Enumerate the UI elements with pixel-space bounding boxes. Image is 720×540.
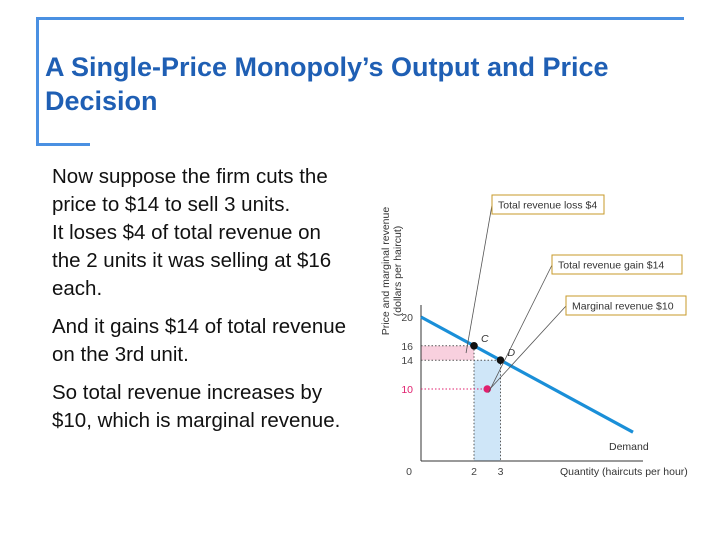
callout-revenue-gain-label: Total revenue gain $14 xyxy=(558,260,664,272)
frame-top-line xyxy=(36,17,684,20)
callout-revenue-gain-box xyxy=(551,254,683,275)
callout-marginal-revenue-box xyxy=(565,295,687,316)
y-axis-units: (dollars per haircut) xyxy=(392,226,404,316)
y-axis-label: Price and marginal revenue xyxy=(380,207,392,336)
callout-revenue-loss-label: Total revenue loss $4 xyxy=(498,200,597,212)
callout-marginal-revenue-label: Marginal revenue $10 xyxy=(572,301,674,313)
y-tick-label: 10 xyxy=(401,384,413,396)
paragraph-3: And it gains $14 of total revenue on the… xyxy=(52,315,347,366)
x-tick-label: 3 xyxy=(498,466,504,478)
point-c xyxy=(470,342,478,350)
revenue-gain-area xyxy=(474,360,501,461)
revenue-loss-area xyxy=(421,345,474,361)
point-label-d: D xyxy=(508,347,516,359)
slide-body: Now suppose the firm cuts the price to $… xyxy=(52,163,352,435)
demand-curve xyxy=(420,315,634,434)
point-d xyxy=(496,356,505,364)
y-tick-label: 16 xyxy=(401,341,413,353)
callout-revenue-gain-leader xyxy=(488,264,553,393)
callout-revenue-loss-leader xyxy=(465,204,493,354)
point-label-c: C xyxy=(481,333,489,345)
y-tick-label: 14 xyxy=(401,355,413,367)
demand-label: Demand xyxy=(609,441,649,453)
slide-title: A Single-Price Monopoly’s Output and Pri… xyxy=(45,52,609,116)
paragraph-2: It loses $4 of total revenue on the 2 un… xyxy=(52,221,332,300)
paragraph-4: So total revenue increases by $10, which… xyxy=(52,381,341,432)
frame-left-line xyxy=(36,17,39,145)
x-tick-label: 0 xyxy=(406,466,412,478)
callout-revenue-loss-box xyxy=(491,194,605,215)
frame-bottom-line xyxy=(36,143,90,146)
demand-chart: Price and marginal revenue (dollars per h… xyxy=(380,194,688,478)
y-tick-label: 20 xyxy=(401,312,413,324)
callout-marginal-revenue-leader xyxy=(489,305,567,390)
x-axis-label: Quantity (haircuts per hour) xyxy=(560,466,688,478)
paragraph-1: Now suppose the firm cuts the price to $… xyxy=(52,165,328,216)
x-tick-label: 2 xyxy=(471,466,477,478)
